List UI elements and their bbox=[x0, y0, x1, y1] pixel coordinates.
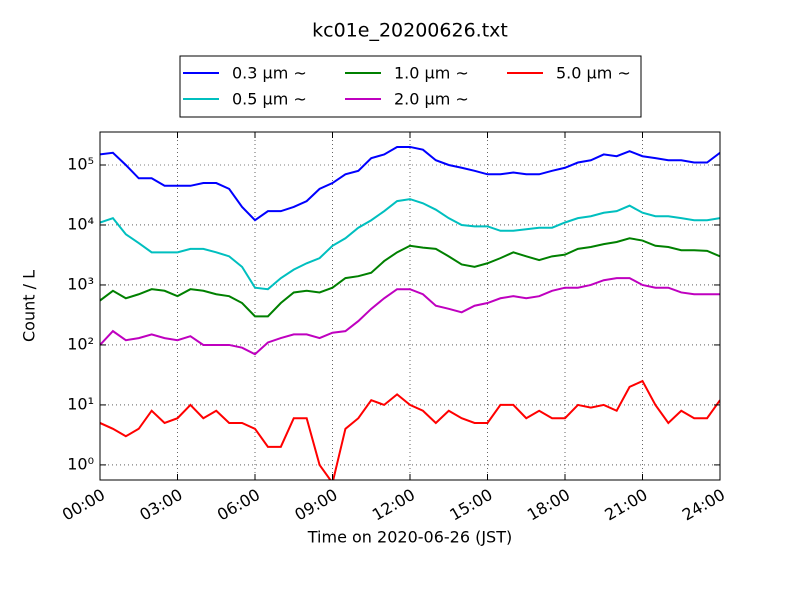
series-line bbox=[100, 145, 720, 222]
legend-label: 2.0 μm ~ bbox=[394, 90, 469, 109]
plot-lines bbox=[100, 145, 720, 480]
legend: 0.3 μm ~ 0.5 μm ~ 1.0 μm ~ 2.0 μm ~ 5.0 μm ~ bbox=[183, 64, 631, 109]
series-line bbox=[100, 277, 720, 356]
chart-title: kc01e_20200626.txt bbox=[312, 20, 508, 42]
legend-box bbox=[179, 55, 642, 118]
series-line bbox=[100, 198, 720, 291]
x-tick-label: 00:00 bbox=[59, 485, 108, 525]
y-tick-label: 10³ bbox=[67, 274, 94, 293]
y-tick-label: 10⁴ bbox=[67, 214, 94, 233]
legend-label: 1.0 μm ~ bbox=[394, 64, 469, 83]
grid bbox=[99, 132, 721, 480]
legend-label: 5.0 μm ~ bbox=[556, 64, 631, 83]
x-tick-label: 21:00 bbox=[601, 485, 650, 525]
legend-label: 0.5 μm ~ bbox=[232, 90, 307, 109]
y-tick-label: 10¹ bbox=[67, 394, 94, 413]
x-axis-label: Time on 2020-06-26 (JST) bbox=[307, 528, 512, 547]
x-tick-label: 24:00 bbox=[679, 485, 728, 525]
x-tick-label: 15:00 bbox=[446, 485, 495, 525]
y-axis-label: Count / L bbox=[20, 270, 39, 342]
y-tick-label: 10⁵ bbox=[67, 155, 94, 174]
x-tick-label: 06:00 bbox=[214, 485, 263, 525]
x-tick-label: 18:00 bbox=[524, 485, 573, 525]
y-tick-label: 10⁰ bbox=[67, 454, 94, 473]
series-line bbox=[100, 379, 720, 480]
y-tick-label: 10² bbox=[67, 334, 94, 353]
legend-label: 0.3 μm ~ bbox=[232, 64, 307, 83]
x-tick-label: 09:00 bbox=[291, 485, 340, 525]
x-tick-label: 03:00 bbox=[136, 485, 185, 525]
x-tick-label: 12:00 bbox=[369, 485, 418, 525]
series-line bbox=[100, 237, 720, 318]
